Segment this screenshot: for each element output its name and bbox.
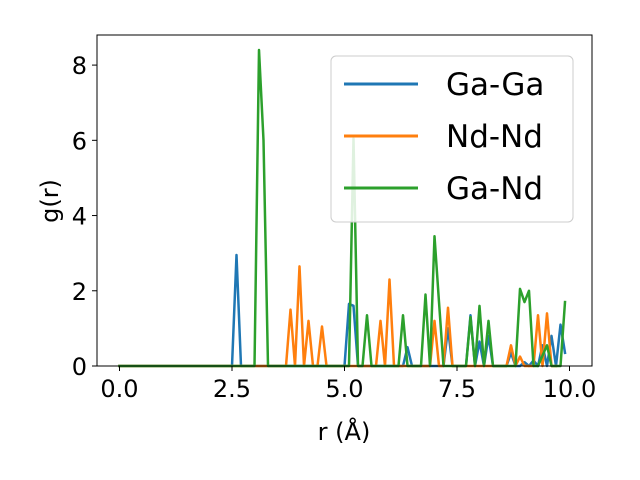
legend: Ga-Ga Nd-Nd Ga-Nd bbox=[330, 55, 574, 223]
x-tick-label: 7.5 bbox=[438, 375, 476, 403]
y-tick-label: 8 bbox=[72, 52, 87, 80]
x-tick-label: 0.0 bbox=[100, 375, 138, 403]
legend-label-nd-nd: Nd-Nd bbox=[446, 119, 543, 155]
legend-label-ga-nd: Ga-Nd bbox=[446, 171, 543, 207]
y-tick-label: 2 bbox=[72, 278, 87, 306]
x-ticks: 0.0 2.5 5.0 7.5 10.0 bbox=[100, 366, 596, 403]
x-tick-label: 2.5 bbox=[213, 375, 251, 403]
y-tick-label: 6 bbox=[72, 127, 87, 155]
legend-label-ga-ga: Ga-Ga bbox=[446, 67, 544, 103]
series-line-ga-ga bbox=[118, 253, 567, 368]
x-tick-label: 5.0 bbox=[325, 375, 363, 403]
x-axis-label: r (Å) bbox=[318, 417, 371, 446]
series-line-ga-nd bbox=[118, 48, 567, 368]
y-tick-label: 4 bbox=[72, 203, 87, 231]
y-tick-label: 0 bbox=[72, 353, 87, 381]
y-axis-label: g(r) bbox=[36, 179, 64, 223]
legend-box bbox=[330, 55, 574, 223]
x-tick-label: 10.0 bbox=[543, 375, 596, 403]
y-ticks: 0 2 4 6 8 bbox=[72, 52, 97, 381]
